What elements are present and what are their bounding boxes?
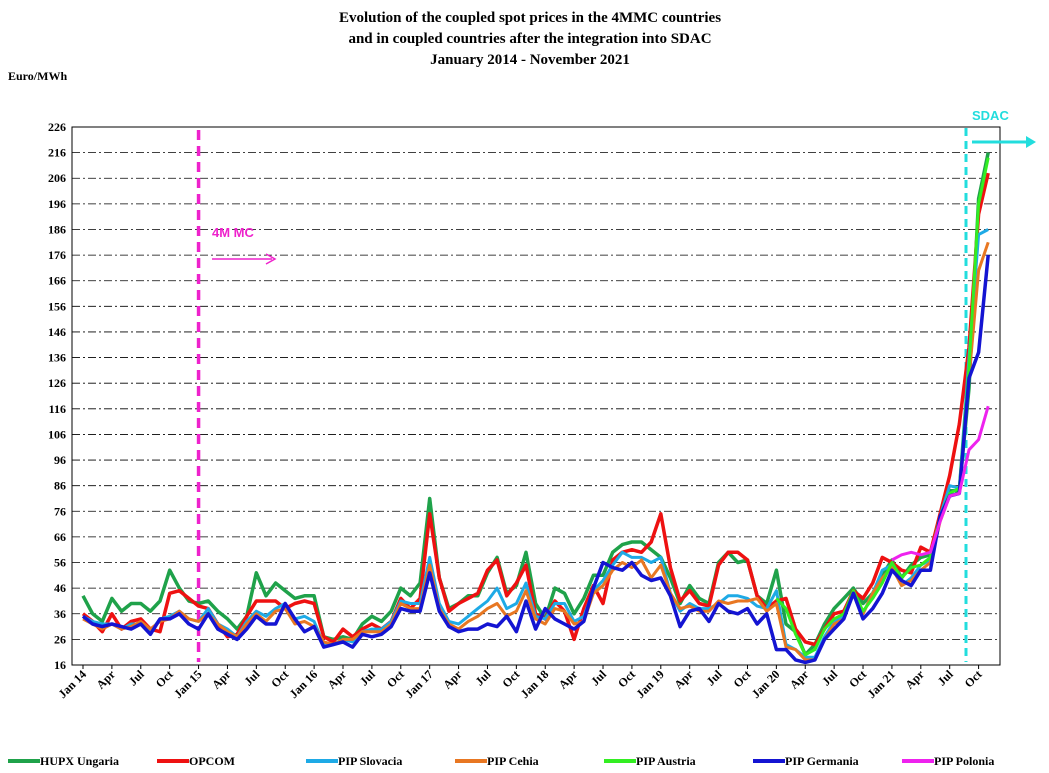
y-tick-label: 96 [54, 453, 66, 467]
x-tick-label: Jul [126, 667, 148, 689]
x-tick-label: Jul [703, 667, 725, 689]
y-tick-label: 146 [48, 325, 66, 339]
x-tick-label: Oct [268, 667, 291, 690]
legend-label: PIP Austria [636, 754, 696, 768]
x-tick-label: Jan 19 [633, 667, 667, 701]
y-axis-label: Euro/MWh [8, 69, 67, 83]
chart-title: and in coupled countries after the integ… [348, 31, 711, 47]
x-tick-label: Apr [93, 667, 118, 692]
x-tick-label: Oct [962, 667, 985, 690]
y-tick-label: 156 [48, 299, 66, 313]
x-tick-label: Apr [556, 667, 581, 692]
legend-label: HUPX Ungaria [40, 754, 119, 768]
x-tick-label: Jan 14 [55, 667, 89, 701]
x-tick-label: Oct [384, 667, 407, 690]
y-tick-label: 196 [48, 197, 66, 211]
x-tick-label: Apr [209, 667, 234, 692]
x-tick-label: Jul [241, 667, 263, 689]
chart-title: Evolution of the coupled spot prices in … [339, 10, 721, 26]
y-tick-label: 76 [54, 504, 66, 518]
series-line [82, 241, 990, 662]
legend-label: PIP Germania [785, 754, 859, 768]
x-tick-label: Apr [671, 667, 696, 692]
y-tick-label: 176 [48, 248, 66, 262]
y-tick-label: 186 [48, 222, 66, 236]
plot-frame [71, 126, 1001, 666]
y-tick-label: 206 [48, 171, 66, 185]
series-line [81, 152, 990, 657]
y-tick-label: 126 [48, 376, 66, 390]
y-tick-label: 116 [49, 402, 66, 416]
y-tick-label: 36 [54, 607, 66, 621]
x-tick-label: Jan 20 [749, 667, 783, 701]
x-tick-label: Jul [588, 667, 610, 689]
x-tick-label: Jan 18 [518, 667, 552, 701]
x-tick-label: Oct [615, 667, 638, 690]
x-tick-label: Jul [935, 667, 957, 689]
y-tick-label: 46 [54, 581, 66, 595]
x-tick-label: Oct [153, 667, 176, 690]
y-tick-label: 106 [48, 427, 66, 441]
annotation-label: SDAC [972, 108, 1009, 123]
y-tick-label: 226 [48, 120, 66, 134]
annotation-arrowhead [265, 253, 277, 265]
chart-title: January 2014 - November 2021 [430, 52, 630, 68]
x-tick-label: Jan 16 [287, 667, 321, 701]
legend-label: OPCOM [189, 754, 235, 768]
y-tick-label: 136 [48, 351, 66, 365]
y-tick-label: 166 [48, 274, 66, 288]
y-tick-label: 86 [54, 479, 66, 493]
x-tick-label: Jul [472, 667, 494, 689]
x-tick-label: Apr [440, 667, 465, 692]
y-tick-label: 56 [54, 556, 66, 570]
x-tick-label: Apr [902, 667, 927, 692]
annotation-label: 4M MC [212, 225, 255, 240]
x-tick-label: Apr [325, 667, 350, 692]
series-line [891, 405, 990, 562]
x-tick-label: Jul [819, 667, 841, 689]
legend-label: PIP Slovacia [338, 754, 402, 768]
x-tick-label: Apr [787, 667, 812, 692]
legend-label: PIP Cehia [487, 754, 539, 768]
x-tick-label: Jul [357, 667, 379, 689]
x-tick-label: Jan 17 [402, 667, 436, 701]
y-tick-label: 26 [54, 632, 66, 646]
x-tick-label: Jan 15 [171, 667, 205, 701]
x-tick-label: Oct [499, 667, 522, 690]
x-tick-label: Jan 21 [864, 667, 898, 701]
y-tick-label: 216 [48, 146, 66, 160]
y-tick-label: 16 [54, 658, 66, 672]
x-tick-label: Oct [846, 667, 869, 690]
legend-label: PIP Polonia [934, 754, 994, 768]
annotation-arrowhead [1026, 136, 1036, 148]
x-tick-label: Oct [730, 667, 753, 690]
series-line [81, 254, 990, 665]
series-line [775, 157, 990, 657]
y-tick-label: 66 [54, 530, 66, 544]
